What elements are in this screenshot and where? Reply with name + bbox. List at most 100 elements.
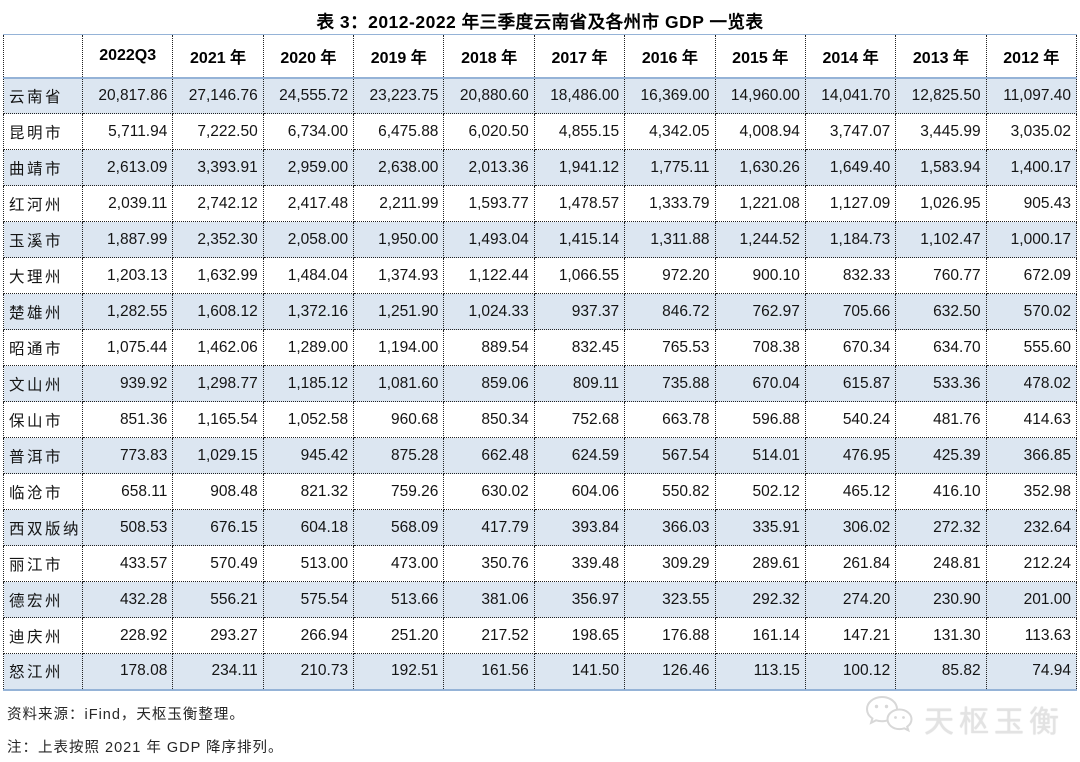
gdp-value-cell: 417.79 xyxy=(443,509,535,546)
gdp-value-cell: 217.52 xyxy=(443,617,535,654)
gdp-value-cell: 1,185.12 xyxy=(262,365,355,402)
gdp-value-cell: 230.90 xyxy=(895,581,987,618)
region-label: 文山州 xyxy=(3,365,83,402)
gdp-value-cell: 672.09 xyxy=(985,257,1078,294)
gdp-value-cell: 556.21 xyxy=(172,581,264,618)
table-row: 保山市 851.36 1,165.54 1,052.58 960.68 850.34 752… xyxy=(3,401,1078,438)
table-row: 普洱市 773.83 1,029.15 945.42 875.28 662.48 624.5… xyxy=(3,437,1078,474)
gdp-value-cell: 3,393.91 xyxy=(172,149,264,186)
gdp-value-cell: 1,102.47 xyxy=(895,221,987,258)
gdp-value-cell: 1,026.95 xyxy=(895,185,987,222)
region-label: 迪庆州 xyxy=(3,617,83,654)
gdp-value-cell: 1,333.79 xyxy=(624,185,716,222)
gdp-value-cell: 670.04 xyxy=(714,365,806,402)
gdp-value-cell: 293.27 xyxy=(172,617,264,654)
gdp-value-cell: 292.32 xyxy=(714,581,806,618)
gdp-value-cell: 945.42 xyxy=(262,437,355,474)
region-label: 大理州 xyxy=(3,257,83,294)
gdp-value-cell: 6,734.00 xyxy=(262,113,355,150)
gdp-value-cell: 481.76 xyxy=(895,401,987,438)
gdp-value-cell: 676.15 xyxy=(172,509,264,546)
gdp-value-cell: 1,081.60 xyxy=(353,365,445,402)
gdp-value-cell: 972.20 xyxy=(624,257,716,294)
gdp-value-cell: 735.88 xyxy=(624,365,716,402)
sort-note: 注：上表按照 2021 年 GDP 降序排列。 xyxy=(7,739,284,756)
gdp-value-cell: 161.14 xyxy=(714,617,806,654)
gdp-value-cell: 161.56 xyxy=(443,653,535,690)
table-footer: 资料来源：iFind，天枢玉衡整理。 注：上表按照 2021 年 GDP 降序排… xyxy=(7,703,1080,757)
table-row: 临沧市 658.11 908.48 821.32 759.26 630.02 604.06 5… xyxy=(3,473,1078,510)
gdp-value-cell: 3,747.07 xyxy=(804,113,897,150)
gdp-value-cell: 624.59 xyxy=(533,437,626,474)
gdp-value-cell: 1,462.06 xyxy=(172,329,264,366)
gdp-value-cell: 1,194.00 xyxy=(353,329,445,366)
gdp-value-cell: 234.11 xyxy=(172,653,264,690)
gdp-value-cell: 1,075.44 xyxy=(81,329,174,366)
year-column-header: 2016 年 xyxy=(624,34,716,79)
gdp-value-cell: 2,742.12 xyxy=(172,185,264,222)
gdp-value-cell: 2,959.00 xyxy=(262,149,355,186)
year-column-header: 2015 年 xyxy=(714,34,806,79)
gdp-value-cell: 14,960.00 xyxy=(714,77,806,114)
year-column-header: 2014 年 xyxy=(804,34,897,79)
gdp-value-cell: 658.11 xyxy=(81,473,174,510)
gdp-value-cell: 141.50 xyxy=(533,653,626,690)
gdp-value-cell: 2,638.00 xyxy=(353,149,445,186)
gdp-value-cell: 272.32 xyxy=(895,509,987,546)
region-label: 普洱市 xyxy=(3,437,83,474)
gdp-value-cell: 762.97 xyxy=(714,293,806,330)
gdp-value-cell: 851.36 xyxy=(81,401,174,438)
gdp-value-cell: 1,649.40 xyxy=(804,149,897,186)
gdp-value-cell: 232.64 xyxy=(985,509,1078,546)
region-label: 楚雄州 xyxy=(3,293,83,330)
table-body: 云南省 20,817.86 27,146.76 24,555.72 23,223.75 2… xyxy=(3,77,1078,690)
gdp-value-cell: 1,374.93 xyxy=(353,257,445,294)
year-column-header: 2018 年 xyxy=(443,34,535,79)
region-label: 德宏州 xyxy=(3,581,83,618)
region-label: 昆明市 xyxy=(3,113,83,150)
gdp-value-cell: 24,555.72 xyxy=(262,77,355,114)
gdp-value-cell: 2,417.48 xyxy=(262,185,355,222)
gdp-value-cell: 4,855.15 xyxy=(533,113,626,150)
year-column-header: 2021 年 xyxy=(172,34,264,79)
gdp-value-cell: 335.91 xyxy=(714,509,806,546)
gdp-value-cell: 1,298.77 xyxy=(172,365,264,402)
gdp-value-cell: 632.50 xyxy=(895,293,987,330)
gdp-value-cell: 356.97 xyxy=(533,581,626,618)
gdp-value-cell: 604.06 xyxy=(533,473,626,510)
gdp-value-cell: 306.02 xyxy=(804,509,897,546)
gdp-value-cell: 274.20 xyxy=(804,581,897,618)
gdp-value-cell: 465.12 xyxy=(804,473,897,510)
gdp-value-cell: 85.82 xyxy=(895,653,987,690)
gdp-value-cell: 1,478.57 xyxy=(533,185,626,222)
gdp-value-cell: 960.68 xyxy=(353,401,445,438)
gdp-value-cell: 662.48 xyxy=(443,437,535,474)
gdp-value-cell: 289.61 xyxy=(714,545,806,582)
gdp-value-cell: 513.66 xyxy=(353,581,445,618)
gdp-table: 2022Q3 2021 年 2020 年 2019 年 2018 年 2017 年 2016… xyxy=(3,34,1078,691)
gdp-value-cell: 473.00 xyxy=(353,545,445,582)
gdp-value-cell: 198.65 xyxy=(533,617,626,654)
gdp-value-cell: 555.60 xyxy=(985,329,1078,366)
gdp-value-cell: 759.26 xyxy=(353,473,445,510)
gdp-value-cell: 502.12 xyxy=(714,473,806,510)
gdp-value-cell: 476.95 xyxy=(804,437,897,474)
table-row: 玉溪市 1,887.99 2,352.30 2,058.00 1,950.00 1,493… xyxy=(3,221,1078,258)
gdp-value-cell: 570.49 xyxy=(172,545,264,582)
gdp-value-cell: 1,282.55 xyxy=(81,293,174,330)
gdp-value-cell: 875.28 xyxy=(353,437,445,474)
gdp-value-cell: 432.28 xyxy=(81,581,174,618)
gdp-value-cell: 1,251.90 xyxy=(353,293,445,330)
gdp-value-cell: 414.63 xyxy=(985,401,1078,438)
region-label: 曲靖市 xyxy=(3,149,83,186)
gdp-value-cell: 832.33 xyxy=(804,257,897,294)
gdp-value-cell: 309.29 xyxy=(624,545,716,582)
gdp-value-cell: 752.68 xyxy=(533,401,626,438)
gdp-value-cell: 366.85 xyxy=(985,437,1078,474)
year-column-header: 2012 年 xyxy=(985,34,1078,79)
gdp-value-cell: 1,165.54 xyxy=(172,401,264,438)
gdp-value-cell: 1,221.08 xyxy=(714,185,806,222)
gdp-value-cell: 1,024.33 xyxy=(443,293,535,330)
table-row: 昭通市 1,075.44 1,462.06 1,289.00 1,194.00 889.5… xyxy=(3,329,1078,366)
gdp-value-cell: 1,203.13 xyxy=(81,257,174,294)
